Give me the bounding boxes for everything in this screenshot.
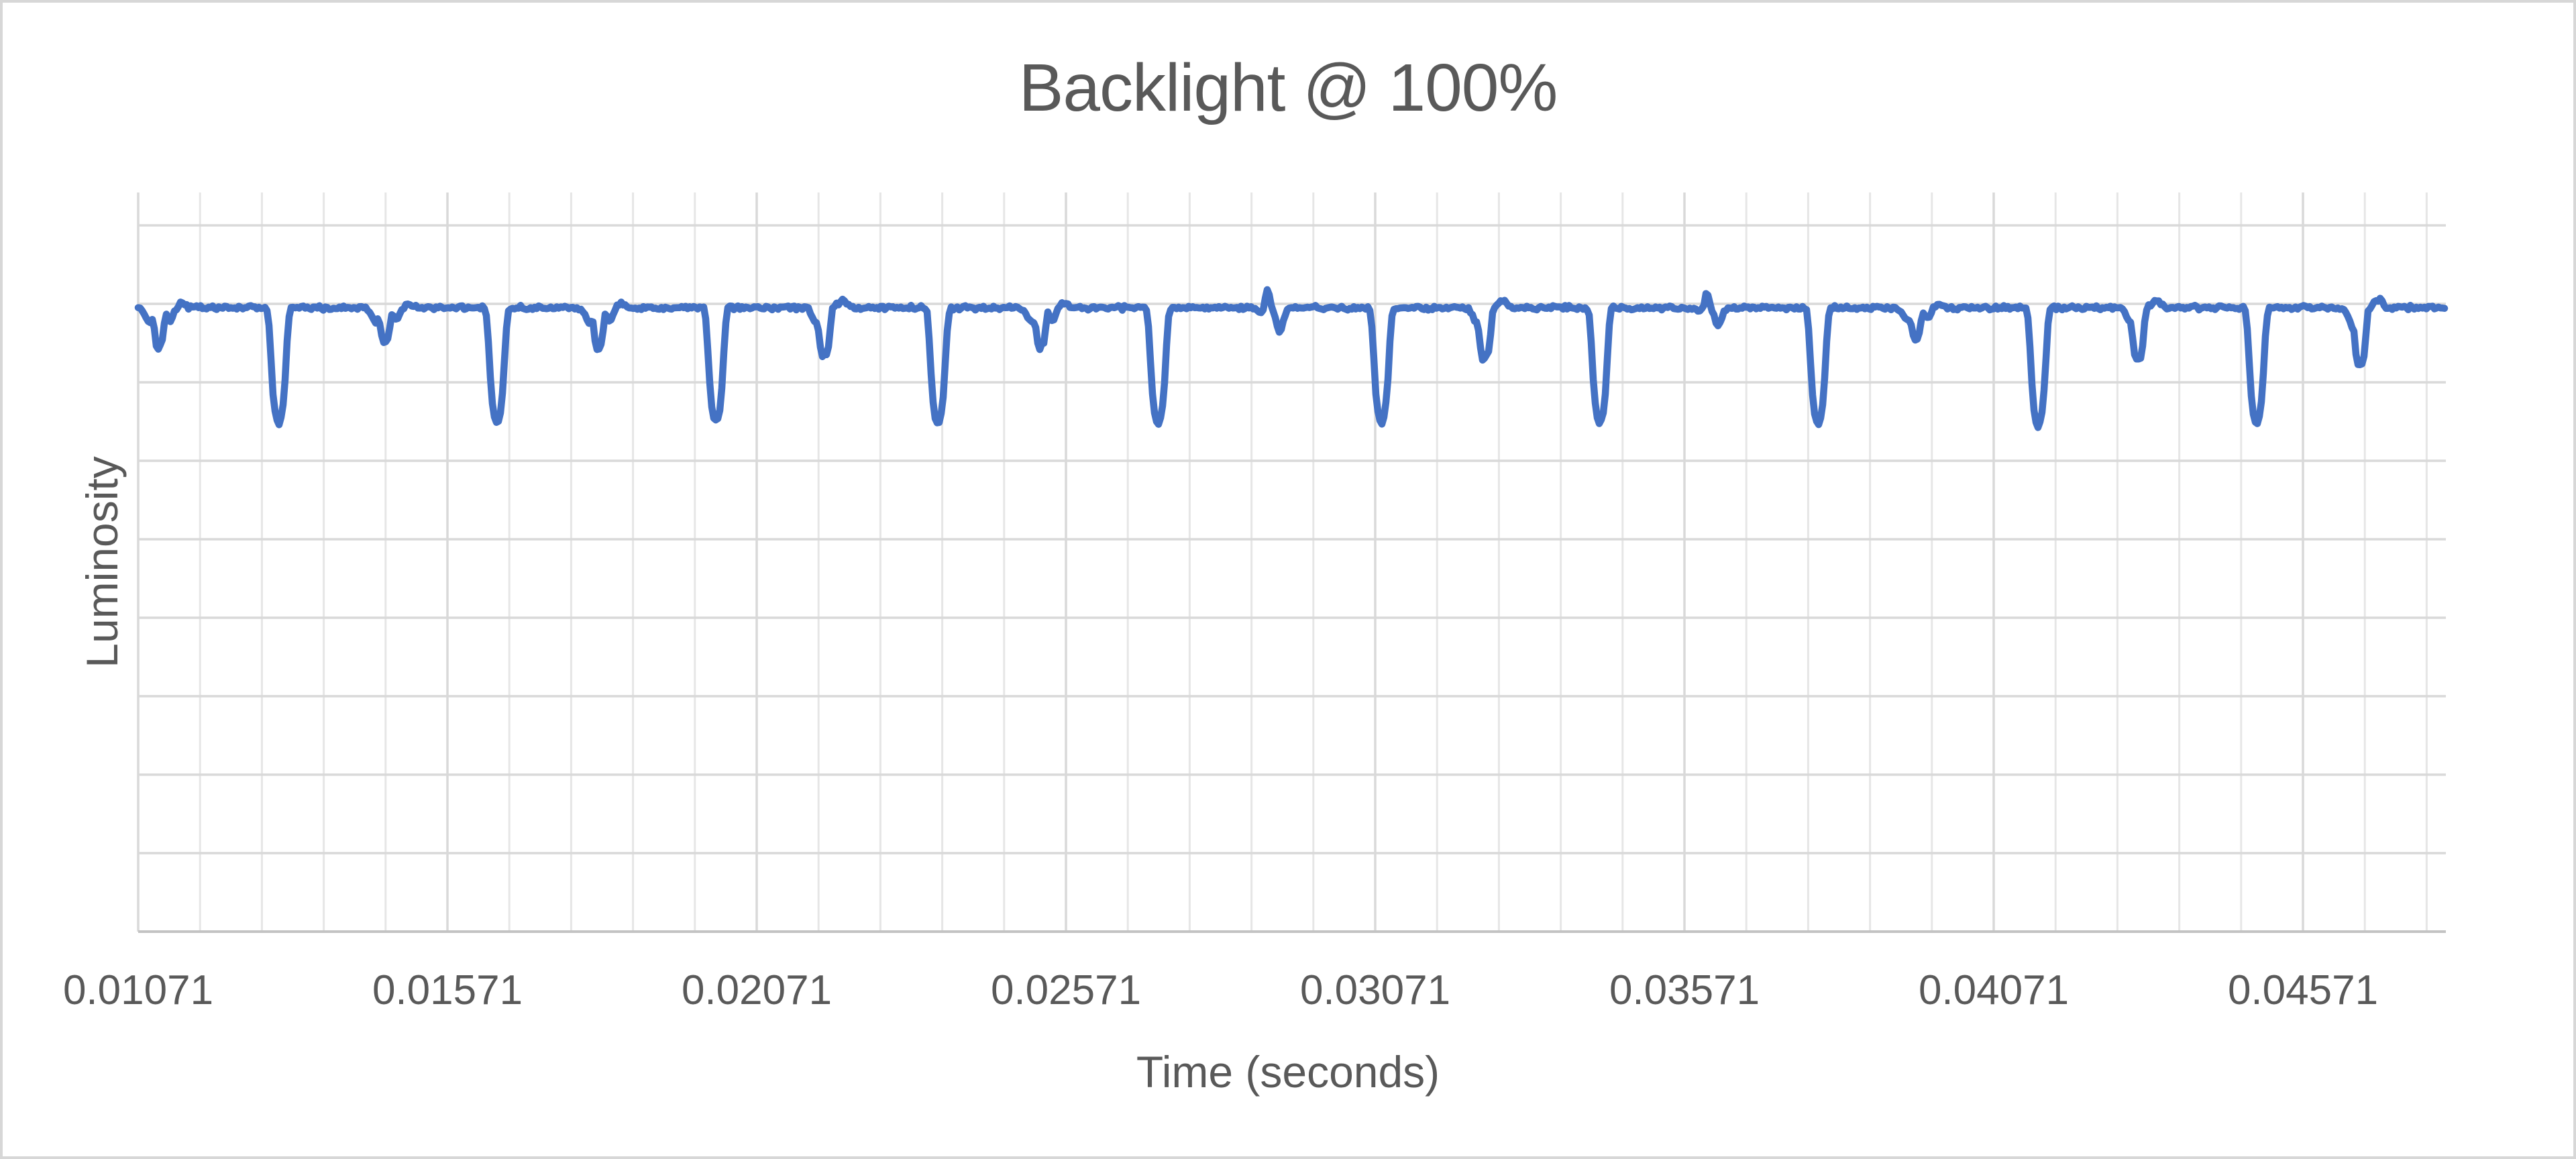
gridlines <box>137 192 2446 933</box>
x-tick-label: 0.01571 <box>372 967 523 1013</box>
x-tick-label: 0.02571 <box>990 967 1142 1013</box>
x-axis-title: Time (seconds) <box>1136 1047 1440 1097</box>
plot-area <box>134 192 2449 933</box>
chart-title: Backlight @ 100% <box>1018 50 1558 125</box>
x-tick-label: 0.01071 <box>62 967 214 1013</box>
x-axis-tick-labels: 0.01071 0.01571 0.02071 0.02571 0.03071 0.035… <box>3 967 2573 1020</box>
x-tick-label: 0.04571 <box>2227 967 2379 1013</box>
x-tick-label: 0.02071 <box>681 967 833 1013</box>
y-axis-title: Luminosity <box>77 456 127 668</box>
x-tick-label: 0.04071 <box>1918 967 2070 1013</box>
luminosity-series-line <box>134 286 2449 431</box>
x-tick-label: 0.03571 <box>1609 967 1760 1013</box>
x-tick-label: 0.03071 <box>1299 967 1451 1013</box>
